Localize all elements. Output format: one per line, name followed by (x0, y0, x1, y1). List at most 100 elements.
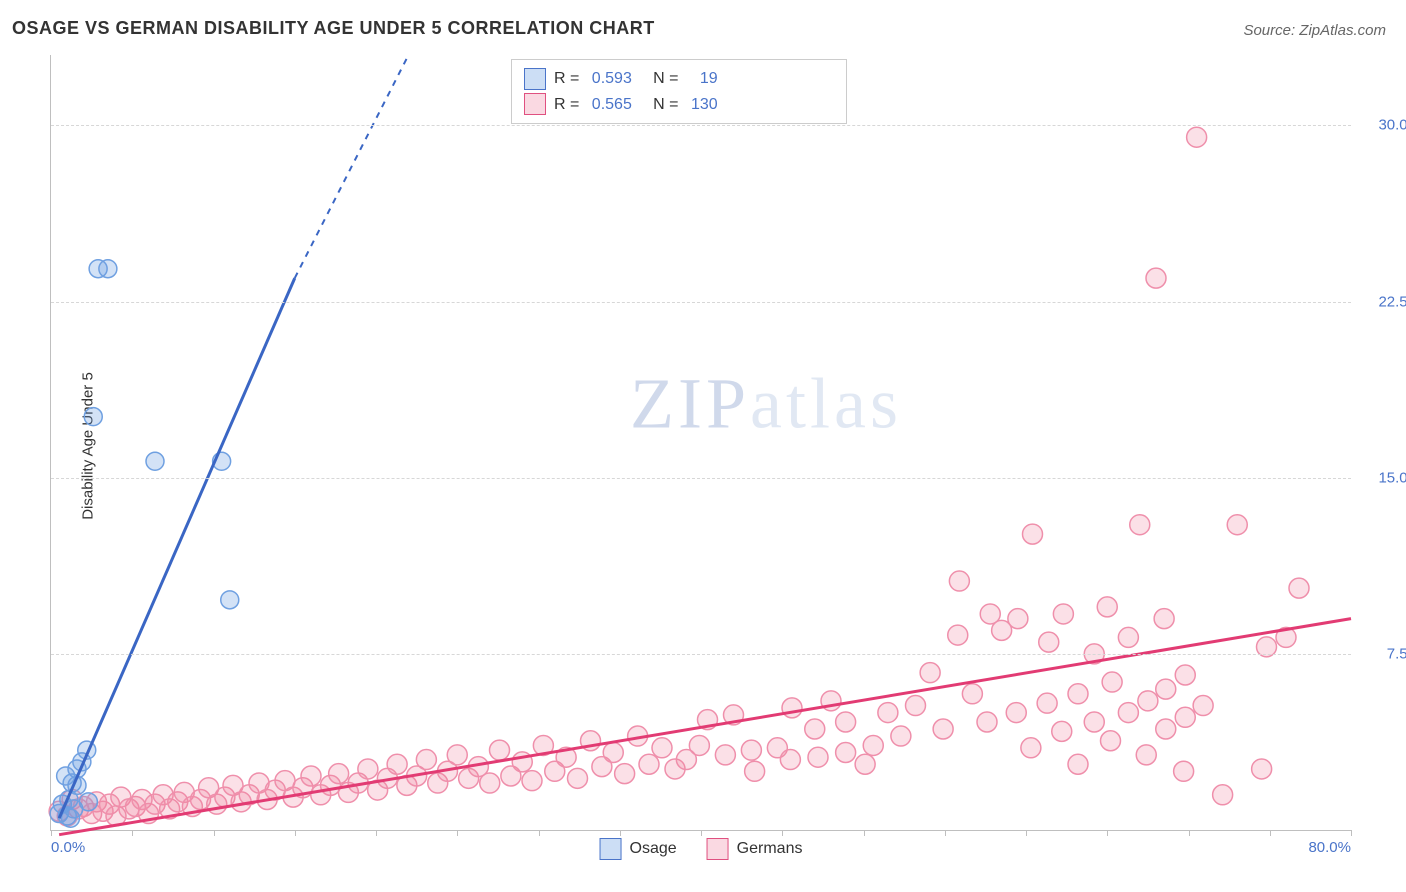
german-point (1193, 696, 1213, 716)
german-point (741, 740, 761, 760)
german-point (1213, 785, 1233, 805)
german-point (948, 625, 968, 645)
german-point (977, 712, 997, 732)
osage-point (57, 767, 75, 785)
german-point (615, 764, 635, 784)
y-tick-label: 22.5% (1361, 293, 1406, 310)
legend-label: Osage (630, 840, 677, 858)
y-tick-label: 15.0% (1361, 469, 1406, 486)
plot-area: ZIPatlas R = 0.593 N = 19R = 0.565 N = 1… (50, 55, 1351, 831)
german-point (863, 735, 883, 755)
german-point (1021, 738, 1041, 758)
german-point (1039, 632, 1059, 652)
german-point (689, 735, 709, 755)
german-point (1138, 691, 1158, 711)
german-point (920, 663, 940, 683)
german-point (1156, 719, 1176, 739)
german-point (1187, 127, 1207, 147)
y-tick-label: 7.5% (1361, 645, 1406, 662)
german-point (1154, 609, 1174, 629)
german-point (1146, 268, 1166, 288)
chart-source: Source: ZipAtlas.com (1243, 22, 1386, 39)
legend-row: R = 0.593 N = 19 (524, 66, 834, 92)
german-point (805, 719, 825, 739)
x-tick (1189, 830, 1190, 836)
x-tick (214, 830, 215, 836)
legend-swatch (600, 838, 622, 860)
osage-regression-line (59, 278, 295, 818)
grid-line (51, 478, 1351, 479)
x-tick (1026, 830, 1027, 836)
german-point (301, 766, 321, 786)
legend-item: Germans (707, 838, 803, 860)
legend-stat-value: 0.593 (592, 66, 632, 92)
x-tick (376, 830, 377, 836)
german-point (836, 712, 856, 732)
x-tick (782, 830, 783, 836)
german-point (1068, 684, 1088, 704)
x-tick (132, 830, 133, 836)
german-point (891, 726, 911, 746)
german-point (878, 703, 898, 723)
chart-svg (51, 55, 1351, 830)
german-point (1101, 731, 1121, 751)
german-point (1008, 609, 1028, 629)
series-legend: Osage Germans (600, 838, 803, 860)
german-point (836, 743, 856, 763)
legend-swatch (524, 93, 546, 115)
german-point (933, 719, 953, 739)
x-tick (295, 830, 296, 836)
x-tick (457, 830, 458, 836)
x-tick (864, 830, 865, 836)
german-point (808, 747, 828, 767)
german-point (855, 754, 875, 774)
german-point (447, 745, 467, 765)
legend-swatch (707, 838, 729, 860)
legend-label: Germans (737, 840, 803, 858)
german-point (962, 684, 982, 704)
german-point (1097, 597, 1117, 617)
german-point (1053, 604, 1073, 624)
german-point (358, 759, 378, 779)
german-point (1006, 703, 1026, 723)
german-point (780, 750, 800, 770)
x-tick (620, 830, 621, 836)
german-point (522, 771, 542, 791)
german-point (1118, 627, 1138, 647)
legend-item: Osage (600, 838, 677, 860)
x-tick-label: 0.0% (51, 839, 85, 856)
german-point (1175, 707, 1195, 727)
legend-swatch (524, 68, 546, 90)
german-point (1175, 665, 1195, 685)
legend-stat-value: 0.565 (592, 92, 632, 118)
german-point (1084, 712, 1104, 732)
osage-regression-line-dashed (295, 55, 409, 278)
legend-row: R = 0.565 N = 130 (524, 92, 834, 118)
correlation-legend: R = 0.593 N = 19R = 0.565 N = 130 (511, 59, 847, 124)
german-point (1252, 759, 1272, 779)
chart-title: OSAGE VS GERMAN DISABILITY AGE UNDER 5 C… (12, 18, 655, 39)
german-point (1037, 693, 1057, 713)
legend-stat-label: N = (640, 92, 683, 118)
german-point (1023, 524, 1043, 544)
x-tick (539, 830, 540, 836)
german-point (1118, 703, 1138, 723)
grid-line (51, 302, 1351, 303)
german-point (1174, 761, 1194, 781)
x-tick (51, 830, 52, 836)
german-point (1136, 745, 1156, 765)
legend-stat-label: R = (554, 92, 584, 118)
legend-stat-label: R = (554, 66, 584, 92)
y-tick-label: 30.0% (1361, 117, 1406, 134)
german-point (416, 750, 436, 770)
german-point (1102, 672, 1122, 692)
german-point (387, 754, 407, 774)
german-point (949, 571, 969, 591)
german-point (1052, 721, 1072, 741)
x-tick (1107, 830, 1108, 836)
x-tick (1351, 830, 1352, 836)
german-point (490, 740, 510, 760)
osage-point (79, 793, 97, 811)
osage-point (221, 591, 239, 609)
german-point (715, 745, 735, 765)
